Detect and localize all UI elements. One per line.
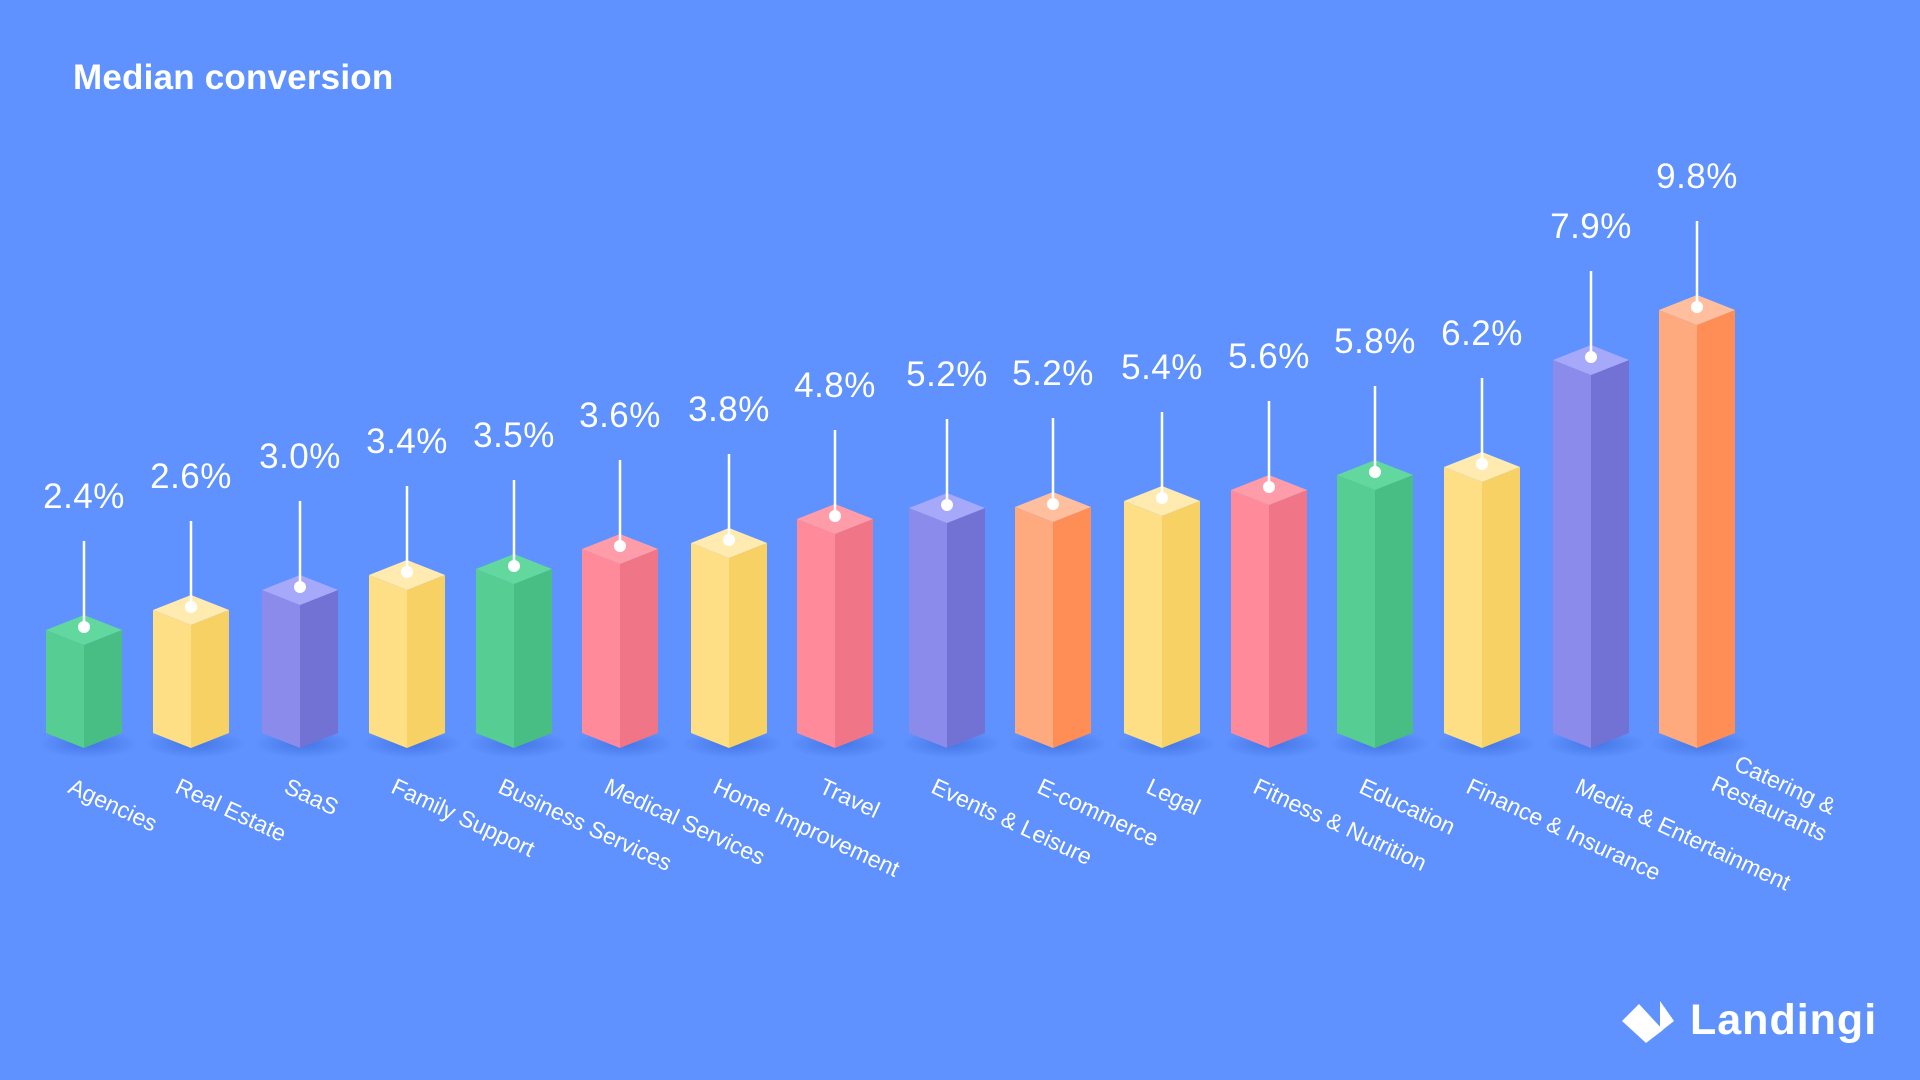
bar-right-face <box>729 543 767 748</box>
bar-agencies <box>38 541 138 758</box>
brand-logo: Landingi <box>1622 996 1877 1045</box>
value-label: 5.2% <box>1012 354 1094 393</box>
bar-right-face <box>1482 467 1520 748</box>
value-dot <box>723 534 735 546</box>
value-dot <box>185 601 197 613</box>
bar-right-face <box>620 549 658 748</box>
bar-right-face <box>1269 490 1307 748</box>
bar-travel <box>789 430 889 758</box>
value-label: 7.9% <box>1550 207 1632 246</box>
bar-education <box>1329 386 1429 758</box>
bar-events-leisure <box>901 419 1001 758</box>
bar-left-face <box>1553 360 1591 748</box>
bar-left-face <box>1015 507 1053 748</box>
value-label: 3.0% <box>259 437 341 476</box>
bar-fitness-nutrition <box>1223 401 1323 758</box>
bar-left-face <box>262 590 300 748</box>
bar-left-face <box>1337 475 1375 748</box>
bar-legal <box>1116 412 1216 758</box>
value-label: 5.4% <box>1121 348 1203 387</box>
value-label: 3.4% <box>366 422 448 461</box>
bar-right-face <box>1162 501 1200 748</box>
bar-business-services <box>468 480 568 758</box>
value-label: 5.8% <box>1334 322 1416 361</box>
bar-left-face <box>476 569 514 748</box>
value-dot <box>1585 351 1597 363</box>
bar-saas <box>254 501 354 758</box>
bar-left-face <box>582 549 620 748</box>
bar-right-face <box>1697 310 1735 748</box>
bar-left-face <box>1659 310 1697 748</box>
value-label: 3.5% <box>473 416 555 455</box>
brand-name: Landingi <box>1690 996 1878 1044</box>
bar-left-face <box>691 543 729 748</box>
value-label: 5.2% <box>906 355 988 394</box>
landingi-logo-icon <box>1622 1000 1674 1043</box>
value-dot <box>829 510 841 522</box>
bar-left-face <box>46 630 84 748</box>
bar-right-face <box>1591 360 1629 748</box>
bar-right-face <box>407 575 445 748</box>
value-dot <box>1476 458 1488 470</box>
bar-right-face <box>1053 507 1091 748</box>
bar-left-face <box>369 575 407 748</box>
bar-media-entertainment <box>1545 271 1645 758</box>
value-dot <box>294 581 306 593</box>
bar-left-face <box>1444 467 1482 748</box>
value-dot <box>1047 498 1059 510</box>
bar-finance-insurance <box>1436 378 1536 758</box>
bar-left-face <box>909 508 947 748</box>
bar-right-face <box>300 590 338 748</box>
value-label: 4.8% <box>794 366 876 405</box>
bar-home-improvement <box>683 454 783 758</box>
bar-right-face <box>835 519 873 748</box>
bar-catering-restaurants <box>1651 221 1751 758</box>
bar-right-face <box>947 508 985 748</box>
value-label: 2.4% <box>43 477 125 516</box>
bar-medical-services <box>574 460 674 758</box>
bar-right-face <box>1375 475 1413 748</box>
value-dot <box>508 560 520 572</box>
bar-right-face <box>84 630 122 748</box>
bar-left-face <box>1124 501 1162 748</box>
value-dot <box>78 621 90 633</box>
bar-left-face <box>153 610 191 748</box>
bar-e-commerce <box>1007 418 1107 758</box>
value-label: 3.6% <box>579 396 661 435</box>
value-dot <box>1369 466 1381 478</box>
bar-real-estate <box>145 521 245 758</box>
value-label: 3.8% <box>688 390 770 429</box>
value-dot <box>1156 492 1168 504</box>
bar-right-face <box>514 569 552 748</box>
chart-title: Median conversion <box>73 58 394 97</box>
value-label: 6.2% <box>1441 314 1523 353</box>
bar-family-support <box>361 486 461 758</box>
bar-left-face <box>797 519 835 748</box>
value-dot <box>1263 481 1275 493</box>
value-label: 2.6% <box>150 457 232 496</box>
bar-left-face <box>1231 490 1269 748</box>
value-label: 9.8% <box>1656 157 1738 196</box>
value-dot <box>941 499 953 511</box>
value-dot <box>401 566 413 578</box>
value-label: 5.6% <box>1228 337 1310 376</box>
bar-right-face <box>191 610 229 748</box>
value-dot <box>1691 301 1703 313</box>
value-dot <box>614 540 626 552</box>
